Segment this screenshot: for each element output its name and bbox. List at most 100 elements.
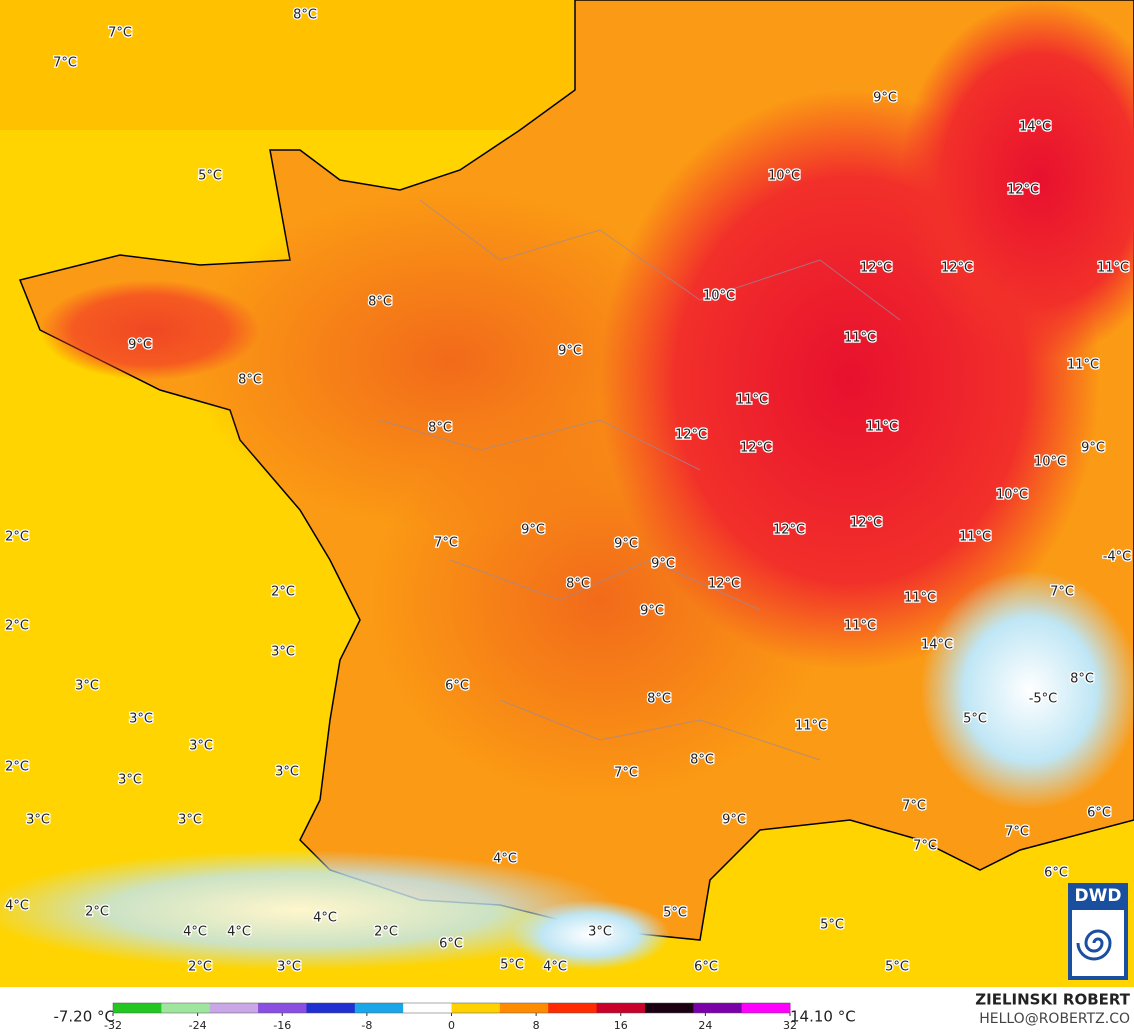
temperature-label: 12°C [675,428,707,443]
region-borders [379,199,901,761]
channel [0,0,600,130]
temperature-label: 4°C [493,852,517,867]
colorbar-swatch [113,1003,162,1013]
temperature-label: 3°C [271,645,295,660]
colorbar-tick-label: 0 [448,1019,455,1032]
temperature-label: 6°C [1087,806,1111,821]
temperature-label: 6°C [694,960,718,975]
temperature-label: 12°C [740,441,772,456]
temperature-label: 5°C [663,906,687,921]
temperature-label: 10°C [996,488,1028,503]
temperature-label: 3°C [26,813,50,828]
pyrenees-snow [0,850,620,970]
temperature-label: 14°C [1019,120,1051,135]
colorbar-swatch [306,1003,356,1013]
temperature-label: 9°C [614,537,638,552]
temperature-label: -4°C [1103,550,1132,565]
temperature-label: 6°C [439,937,463,952]
colorbar-swatch [354,1003,404,1013]
temperature-label: 9°C [722,813,746,828]
temperature-label: 9°C [1081,441,1105,456]
temperature-label: 12°C [773,523,805,538]
colorbar-tick-label: -32 [104,1019,122,1032]
temperature-label: 7°C [1050,585,1074,600]
temperature-label: 3°C [178,813,202,828]
temperature-label: 2°C [5,760,29,775]
temperature-label: 3°C [129,712,153,727]
temperature-label: 8°C [647,692,671,707]
temperature-label: 9°C [873,91,897,106]
colorbar-swatch [741,1003,791,1013]
temperature-label: 10°C [768,169,800,184]
temperature-label: 2°C [271,585,295,600]
temperature-label: 9°C [640,604,664,619]
colorbar-swatch [644,1003,694,1013]
temperature-label: -5°C [1029,692,1058,707]
min-label: -7.20 °C [53,1008,115,1026]
temperature-label: 11°C [736,393,768,408]
hot-area [40,280,260,380]
colorbar-swatch [499,1003,549,1013]
colorbar-swatch [548,1003,598,1013]
temperature-label: 2°C [374,925,398,940]
temperature-label: 3°C [189,739,213,754]
temperature-label: 11°C [1067,358,1099,373]
temperature-label: 12°C [941,261,973,276]
temperature-label: 9°C [128,338,152,353]
temperature-label: 5°C [885,960,909,975]
temperature-label: 9°C [521,523,545,538]
temperature-label: 11°C [844,331,876,346]
colorbar-tick-label: 8 [533,1019,540,1032]
temperature-label: 2°C [5,619,29,634]
temperature-label: 8°C [428,421,452,436]
dwd-logo: DWD [1068,883,1128,980]
temperature-label: 4°C [313,911,337,926]
temperature-label: 7°C [108,26,132,41]
temperature-labels: 8°C 7°C 7°C 9°C 14°C 5°C 10°C 12°C 12°C 12°C 11°C 1… [4,6,1133,976]
temperature-label: 4°C [227,925,251,940]
temperature-label: 11°C [795,719,827,734]
temperature-label: 12°C [860,261,892,276]
temperature-label: 7°C [902,799,926,814]
temperature-label: 3°C [277,960,301,975]
temperature-label: 4°C [183,925,207,940]
colorbar-tick-label: 16 [614,1019,628,1032]
colorbar-tick-label: -8 [361,1019,372,1032]
max-label: 14.10 °C [790,1008,856,1026]
temperature-label: 2°C [85,905,109,920]
temperature-label: 3°C [588,925,612,940]
temperature-label: 4°C [543,960,567,975]
temperature-label: 9°C [651,557,675,572]
colorbar-swatch [596,1003,646,1013]
credit-name: ZIELINSKI ROBERT [975,991,1130,1009]
temperature-label: 12°C [1007,183,1039,198]
temperature-label: 7°C [1005,825,1029,840]
temperature-label: 3°C [75,679,99,694]
temperature-label: 11°C [959,530,991,545]
temperature-label: 11°C [866,420,898,435]
colorbar-swatch [209,1003,259,1013]
temperature-label: 8°C [1070,672,1094,687]
hot-area [900,0,1134,360]
temperature-label: 5°C [820,918,844,933]
temperature-label: 8°C [238,373,262,388]
temperature-label: 7°C [913,839,937,854]
temperature-label: 7°C [614,766,638,781]
colorbar-tick-label: 32 [783,1019,797,1032]
logo-panel [1072,910,1124,976]
temperature-label: 11°C [1097,261,1129,276]
credit-contact: HELLO@ROBERTZ.CO [979,1011,1130,1027]
logo-text: DWD [1075,886,1122,906]
colorbar-swatch [693,1003,743,1013]
temperature-label: 6°C [445,679,469,694]
temperature-label: 9°C [558,344,582,359]
colorbar-swatch [451,1003,501,1013]
temperature-label: 4°C [5,899,29,914]
temperature-label: 2°C [5,530,29,545]
temperature-label: 10°C [703,289,735,304]
temperature-label: 7°C [53,56,77,71]
colorbar-tick-label: 24 [698,1019,712,1032]
colorbar-tick-label: -24 [189,1019,207,1032]
temperature-label: 3°C [118,773,142,788]
